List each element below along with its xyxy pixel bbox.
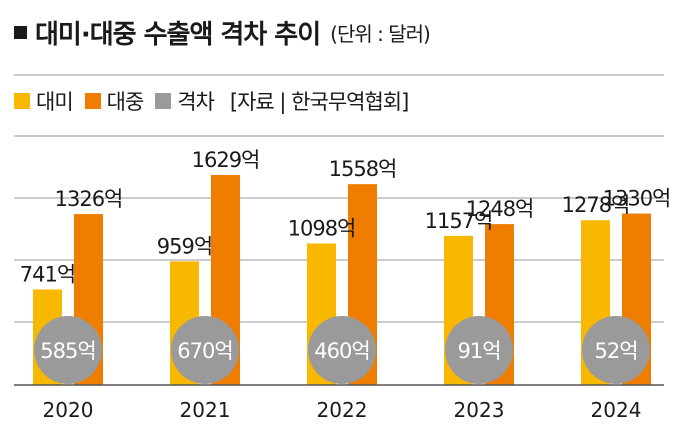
gap-circle-2021 xyxy=(171,316,239,384)
title-block: 대미·대중 수출액 격차 추이 (단위 : 달러) xyxy=(14,14,431,50)
gap-circle-2024 xyxy=(582,316,650,384)
legend-item-china: 대중 xyxy=(84,86,145,116)
x-tick-label-2023: 2023 xyxy=(454,398,505,422)
title-square-icon xyxy=(14,25,27,39)
value-label-us-2023: 1157억 xyxy=(425,209,493,233)
gap-circle-2020 xyxy=(34,316,102,384)
x-tick-label-2024: 2024 xyxy=(591,398,642,422)
value-label-china-2020: 1326억 xyxy=(55,187,123,211)
gap-label-2022: 460억 xyxy=(314,339,369,363)
legend-item-gap: 격차 xyxy=(155,86,215,116)
chart-unit-label: (단위 : 달러) xyxy=(330,21,431,46)
x-tick-label-2022: 2022 xyxy=(317,398,368,422)
value-label-us-2021: 959억 xyxy=(157,234,212,258)
chart-title: 대미·대중 수출액 격차 추이 xyxy=(35,19,321,50)
legend-item-us: 대미 xyxy=(14,86,74,116)
legend-label-gap: 격차 xyxy=(177,90,215,114)
value-label-china-2023: 1248억 xyxy=(466,197,534,221)
gap-circle-2023 xyxy=(445,316,513,384)
value-label-china-2021: 1629억 xyxy=(192,148,260,172)
gap-label-2020: 585억 xyxy=(40,339,95,363)
x-tick-label-2021: 2021 xyxy=(180,398,231,422)
gap-label-2024: 52억 xyxy=(594,339,637,363)
x-tick-label-2020: 2020 xyxy=(43,398,94,422)
legend: 대미 대중 격차 [자료 | 한국무역협회] xyxy=(14,86,409,116)
gap-label-2021: 670억 xyxy=(177,339,232,363)
legend-swatch-us xyxy=(14,93,30,109)
legend-label-china: 대중 xyxy=(106,90,145,114)
value-label-china-2024: 1330억 xyxy=(603,187,671,211)
value-label-china-2022: 1558억 xyxy=(329,157,397,181)
value-label-us-2024: 1278억 xyxy=(562,193,630,217)
value-label-us-2022: 1098억 xyxy=(288,216,356,240)
gap-label-2023: 91억 xyxy=(457,339,500,363)
gap-circle-2022 xyxy=(308,316,376,384)
value-label-us-2020: 741억 xyxy=(20,262,75,286)
legend-swatch-gap xyxy=(155,93,172,109)
legend-swatch-china xyxy=(84,93,101,109)
legend-label-us: 대미 xyxy=(36,90,74,114)
source-label: [자료 | 한국무역협회] xyxy=(229,90,409,114)
